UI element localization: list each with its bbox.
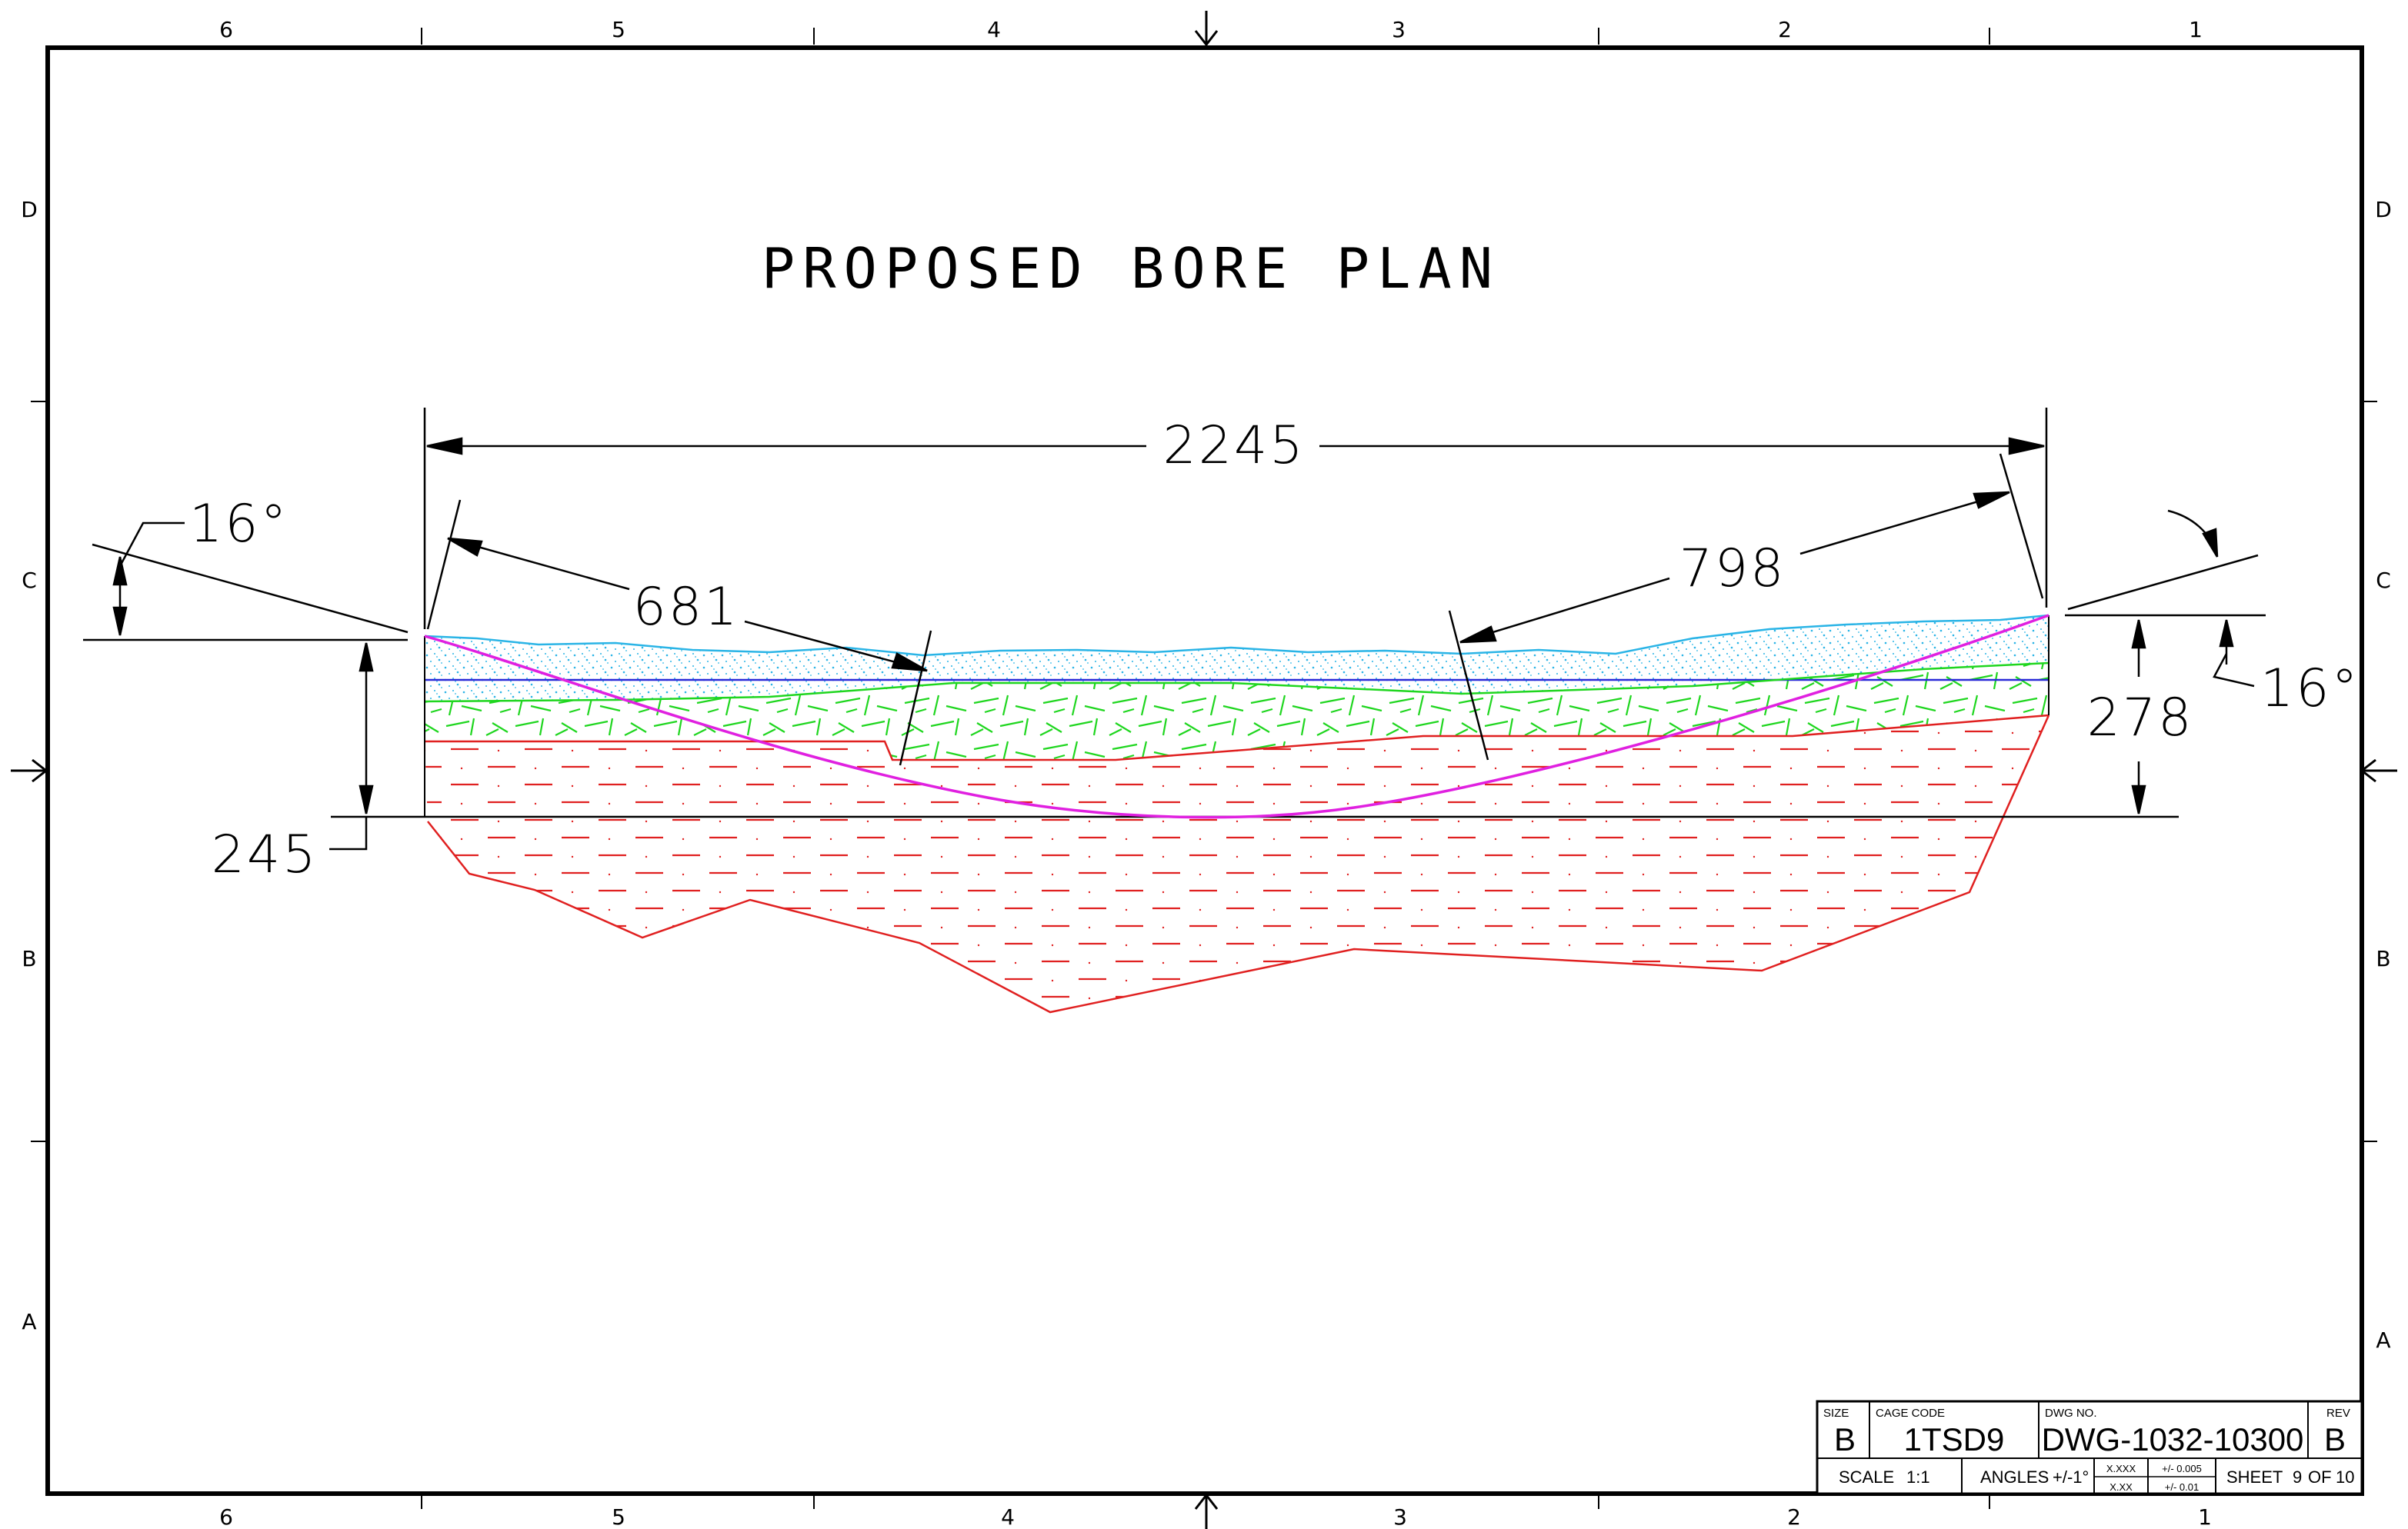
zone-col-top-6: 6 (219, 17, 233, 42)
zone-col-top-1: 1 (2189, 17, 2203, 42)
dim-entry-depth: 245 (212, 824, 319, 885)
zone-col-bottom-4: 4 (1001, 1504, 1015, 1529)
dim-total-length: 2245 (1162, 415, 1305, 476)
dim-entry-angle: 16° (189, 494, 289, 555)
rock-top-line (425, 714, 2049, 761)
tb-sheet: 9 (2293, 1467, 2302, 1487)
profile-bottom-line (427, 715, 2050, 1014)
tb-angles-label: ANGLES (1980, 1467, 2049, 1487)
tb-sheet-label: SHEET (2226, 1467, 2283, 1487)
zone-col-bottom-2: 2 (1787, 1504, 1801, 1529)
tb-xxx-label: X.XXX (2106, 1463, 2136, 1474)
soil-profile (331, 614, 2179, 1014)
zone-row-left-a: A (22, 1309, 36, 1334)
tb-cage-code-label: CAGE CODE (1876, 1407, 1945, 1420)
tb-rev-label: REV (2326, 1407, 2350, 1420)
zone-labels: 6 5 4 3 2 1 6 5 4 3 2 1 D C B A D C B A (21, 17, 2392, 1529)
dim-entry-length: 681 (633, 577, 740, 638)
clay-top-line (424, 661, 2049, 703)
tb-size: B (1834, 1421, 1856, 1457)
tb-size-label: SIZE (1823, 1407, 1849, 1420)
zone-row-right-b: B (2376, 946, 2390, 971)
zone-row-right-a: A (2376, 1327, 2390, 1353)
title-block: SIZE B CAGE CODE 1TSD9 DWG NO. DWG-1032-… (1816, 1400, 2363, 1495)
tb-xx-tol: +/- 0.01 (2165, 1481, 2199, 1493)
zone-col-top-5: 5 (612, 17, 625, 42)
tb-scale-label: SCALE (1839, 1467, 1894, 1487)
dim-exit-depth: 278 (2087, 688, 2194, 748)
zone-row-left-d: D (21, 197, 38, 222)
tb-rev: B (2324, 1421, 2346, 1457)
drawing-title: PROPOSED BORE PLAN (762, 236, 1500, 301)
tb-sheet-total: 10 (2336, 1467, 2354, 1487)
tb-scale: 1:1 (1906, 1467, 1930, 1487)
tb-xxx-tol: +/- 0.005 (2162, 1463, 2202, 1474)
bore-path (424, 614, 2049, 819)
zone-col-top-3: 3 (1392, 17, 1406, 42)
zone-row-left-c: C (22, 568, 37, 593)
tb-cage-code: 1TSD9 (1904, 1421, 2005, 1457)
sheet-border (45, 45, 2364, 1496)
rock-layer (425, 715, 2049, 1012)
zone-row-right-d: D (2375, 197, 2392, 222)
dim-exit-angle: 16° (2260, 658, 2360, 719)
dim-exit-length: 798 (1679, 538, 1786, 599)
zone-col-bottom-5: 5 (612, 1504, 625, 1529)
zone-col-bottom-3: 3 (1393, 1504, 1407, 1529)
tb-xx-label: X.XX (2110, 1481, 2133, 1493)
zone-col-bottom-6: 6 (219, 1504, 233, 1529)
dim-2245-mask (1154, 415, 1312, 477)
zone-col-top-4: 4 (987, 17, 1001, 42)
dimensions (83, 408, 2266, 851)
ground-surface-line (424, 614, 2049, 657)
tb-angles-tol: +/-1° (2053, 1467, 2089, 1487)
tb-of-label: OF (2308, 1467, 2332, 1487)
zone-row-left-b: B (22, 946, 36, 971)
zone-row-right-c: C (2376, 568, 2391, 593)
tb-dwg-no: DWG-1032-10300 (2042, 1421, 2304, 1457)
zone-col-bottom-1: 1 (2198, 1504, 2212, 1529)
zone-col-top-2: 2 (1778, 17, 1792, 42)
tb-dwg-no-label: DWG NO. (2045, 1407, 2097, 1420)
